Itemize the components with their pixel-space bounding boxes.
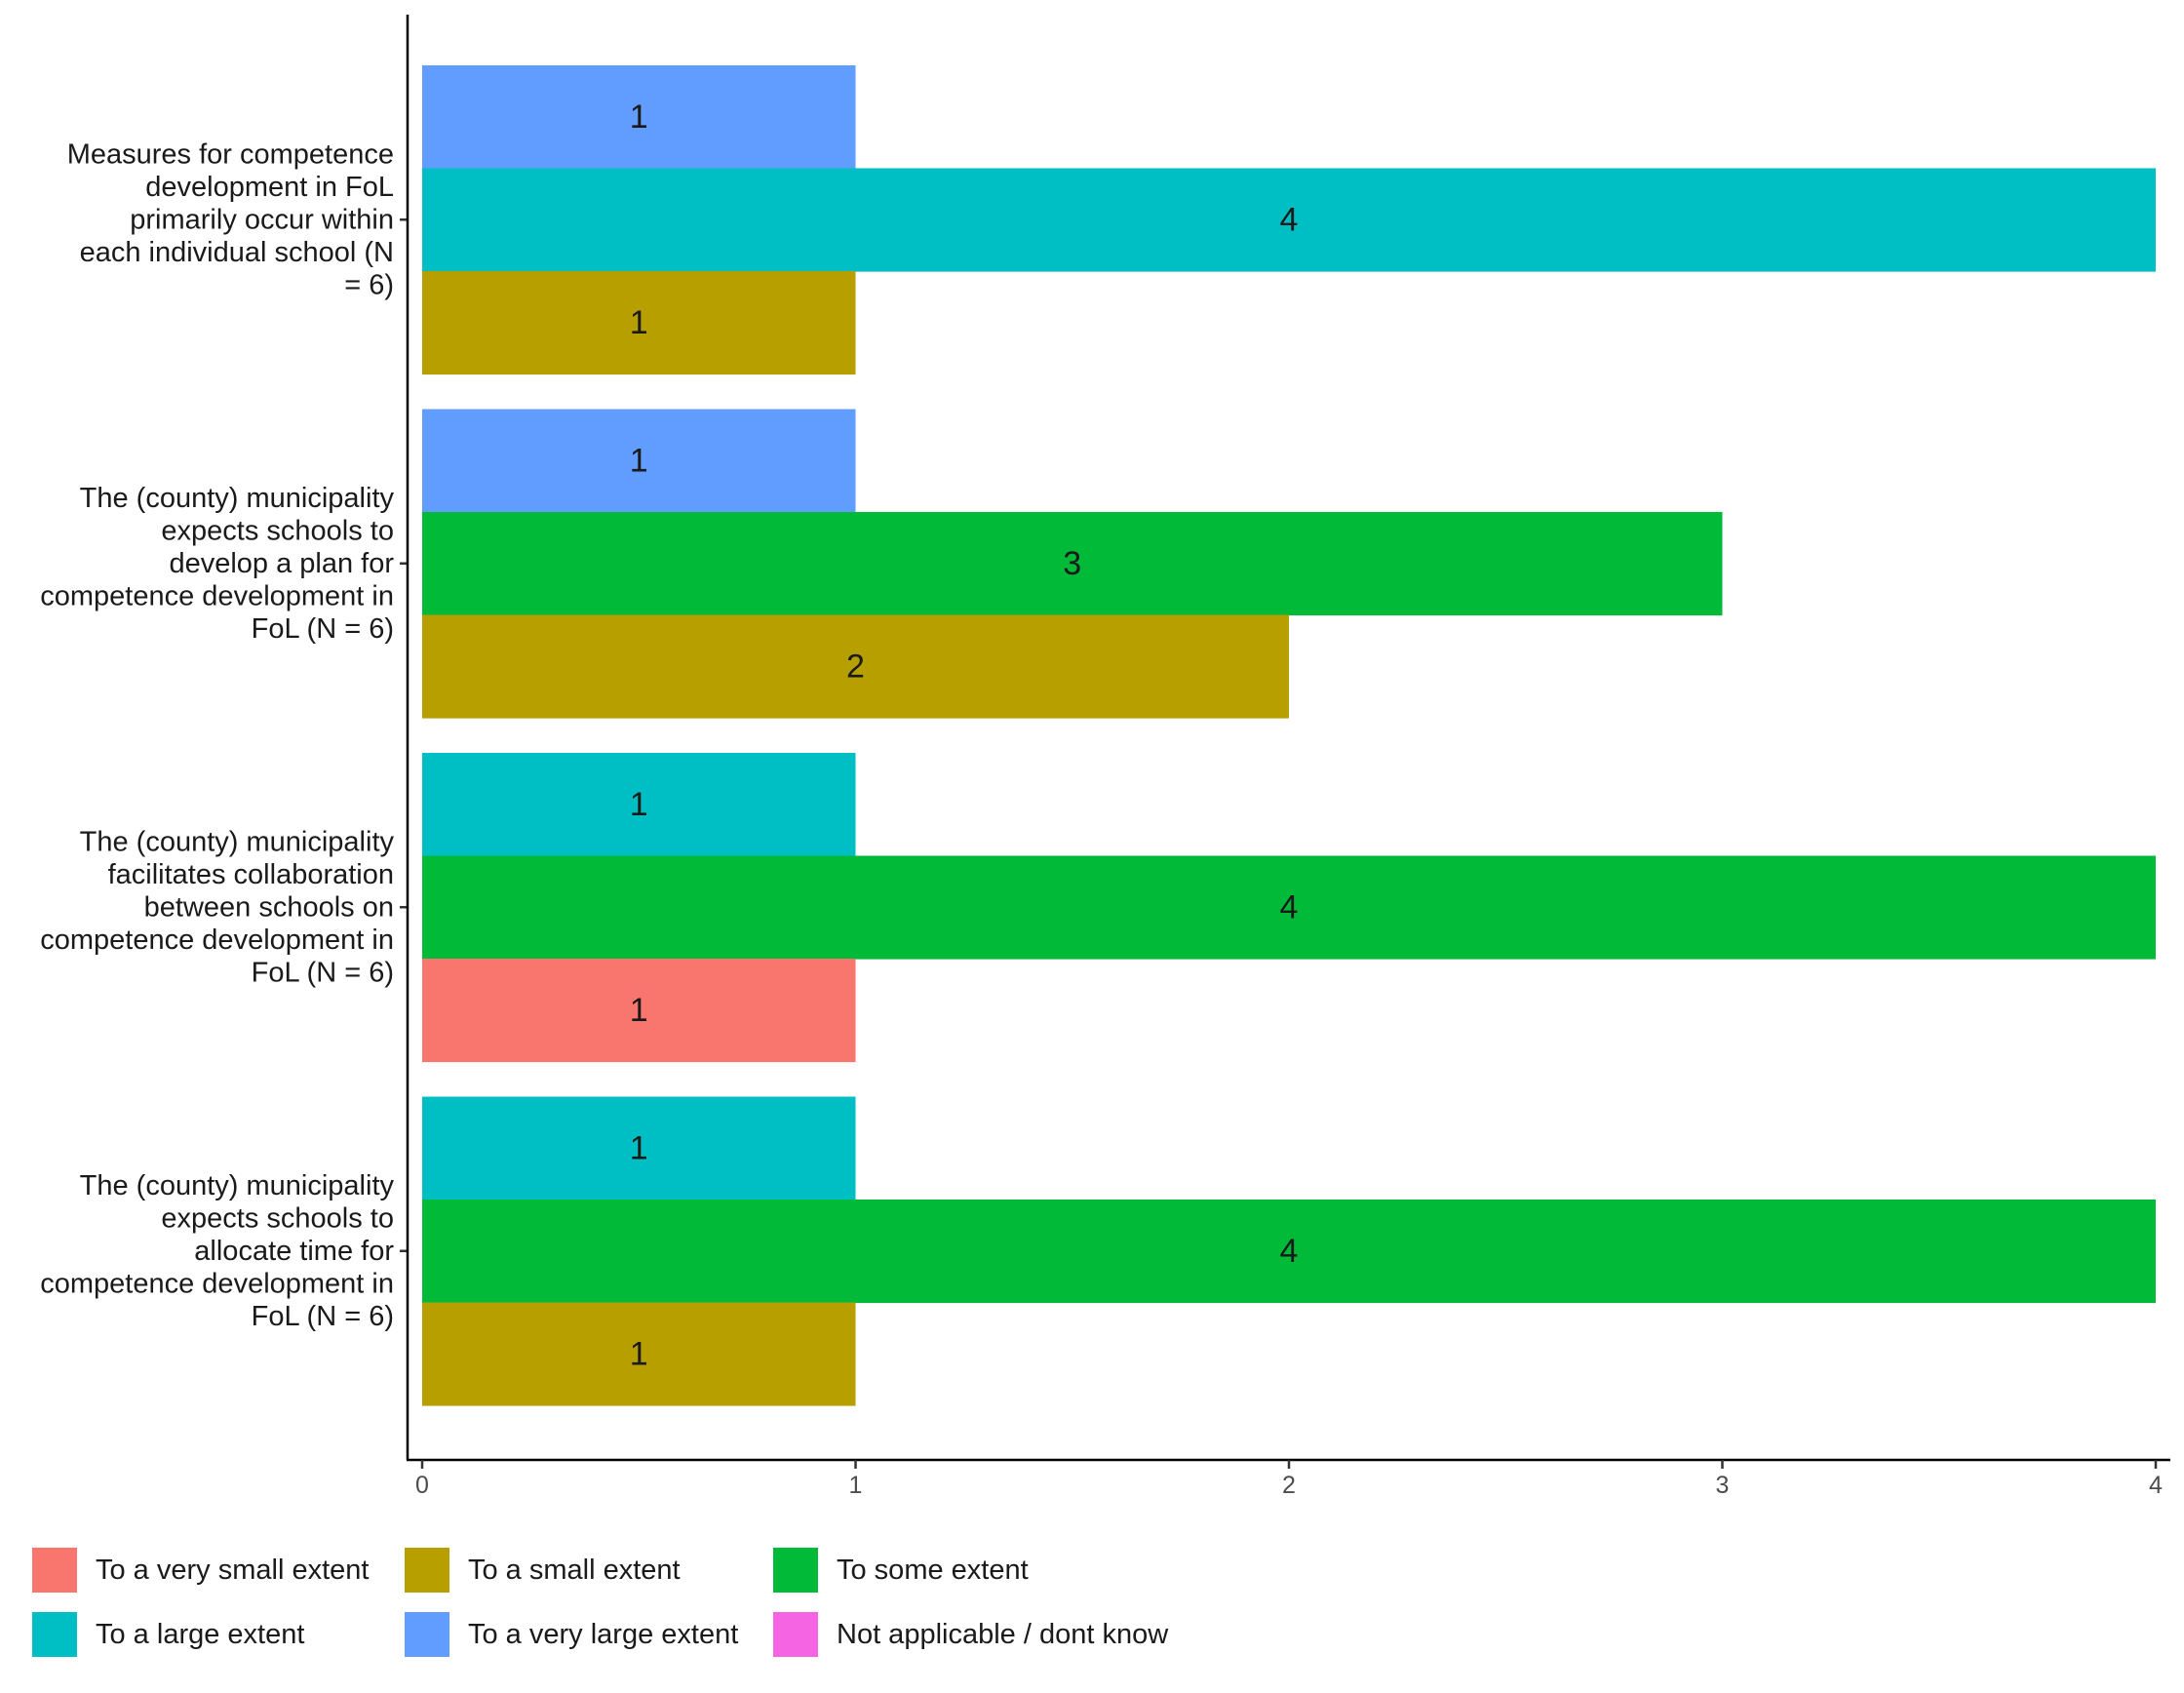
x-tick-label: 2 [1282, 1472, 1296, 1499]
category-label: The (county) municipality expects schools… [40, 483, 394, 645]
bar-value-label: 1 [630, 1129, 648, 1166]
bar-to-a-very-small-extent [422, 959, 856, 1063]
legend-label: To a large extent [96, 1619, 304, 1650]
category-label-line: each individual school (N [80, 237, 394, 268]
category-label-line: = 6) [344, 269, 394, 300]
bar-value-label: 1 [630, 786, 648, 823]
bar-value-label: 4 [1280, 1233, 1299, 1270]
bar-to-a-small-extent [422, 614, 1289, 719]
category-label-line: expects schools to [161, 1202, 394, 1234]
category-label-line: FoL (N = 6) [252, 957, 394, 988]
x-tick-label: 3 [1716, 1472, 1730, 1499]
category-label: The (county) municipality expects schools… [40, 1170, 394, 1332]
legend-key-to-a-small-extent [405, 1548, 449, 1593]
legend-label: Not applicable / dont know [837, 1619, 1169, 1650]
legend-key-to-some-extent [773, 1548, 818, 1593]
category-label-line: primarily occur within [130, 204, 394, 235]
category-label-line: The (county) municipality [80, 483, 395, 514]
category-label: The (county) municipality facilitates col… [40, 826, 394, 988]
bar-to-a-very-large-extent [422, 409, 856, 513]
bar-to-a-large-extent [422, 168, 2156, 272]
bar-to-a-small-extent [422, 271, 856, 375]
legend-key-to-a-very-large-extent [405, 1612, 449, 1657]
category-label-line: competence development in [40, 580, 394, 611]
category-label-line: The (county) municipality [80, 1170, 395, 1201]
bar-value-label: 2 [846, 648, 865, 685]
bar-to-a-large-extent [422, 753, 856, 857]
bars-layer [422, 65, 2156, 1406]
category-label-line: development in FoL [145, 172, 394, 203]
bar-value-label: 1 [630, 1335, 648, 1372]
legend-label: To a small extent [468, 1555, 681, 1586]
bar-labels-layer: 1 4 1 1 3 2 1 4 1 1 4 1 [630, 98, 1299, 1373]
bar-value-label: 3 [1063, 545, 1081, 582]
category-label-line: facilitates collaboration [108, 859, 394, 890]
legend-label: To a very small extent [96, 1555, 369, 1586]
x-ticks-layer: 0 1 2 3 4 [415, 1460, 2163, 1499]
category-label-line: competence development in [40, 1268, 394, 1299]
bar-to-a-small-extent [422, 1302, 856, 1406]
category-label-line: expects schools to [161, 515, 394, 546]
category-label-line: FoL (N = 6) [252, 613, 394, 645]
category-labels-layer: Measures for competence development in Fo… [40, 138, 394, 1332]
bar-value-label: 1 [630, 992, 648, 1029]
category-label-line: The (county) municipality [80, 826, 395, 857]
bar-value-label: 1 [630, 304, 648, 341]
bar-value-label: 1 [630, 98, 648, 136]
legend-key-to-a-large-extent [32, 1612, 77, 1657]
category-label: Measures for competence development in Fo… [67, 138, 394, 300]
legend-label: To a very large extent [468, 1619, 738, 1650]
bar-to-a-very-large-extent [422, 65, 856, 170]
bar-to-some-extent [422, 855, 2156, 960]
bar-to-a-large-extent [422, 1096, 856, 1201]
x-tick-label: 4 [2149, 1472, 2163, 1499]
bar-value-label: 1 [630, 442, 648, 479]
x-tick-label: 0 [415, 1472, 429, 1499]
legend-label: To some extent [837, 1555, 1029, 1586]
bar-value-label: 4 [1280, 201, 1299, 238]
category-label-line: competence development in [40, 925, 394, 956]
legend-key-to-a-very-small-extent [32, 1548, 77, 1593]
legend: To a very small extent To a small extent T… [32, 1548, 1169, 1657]
bar-to-some-extent [422, 1200, 2156, 1304]
bar-value-label: 4 [1280, 888, 1299, 925]
category-label-line: FoL (N = 6) [252, 1301, 394, 1332]
legend-key-not-applicable-dont-know [773, 1612, 818, 1657]
category-label-line: develop a plan for [169, 548, 394, 579]
category-label-line: Measures for competence [67, 138, 394, 170]
category-label-line: allocate time for [194, 1236, 394, 1267]
x-tick-label: 1 [849, 1472, 863, 1499]
bar-to-some-extent [422, 512, 1723, 616]
category-label-line: between schools on [144, 891, 394, 923]
